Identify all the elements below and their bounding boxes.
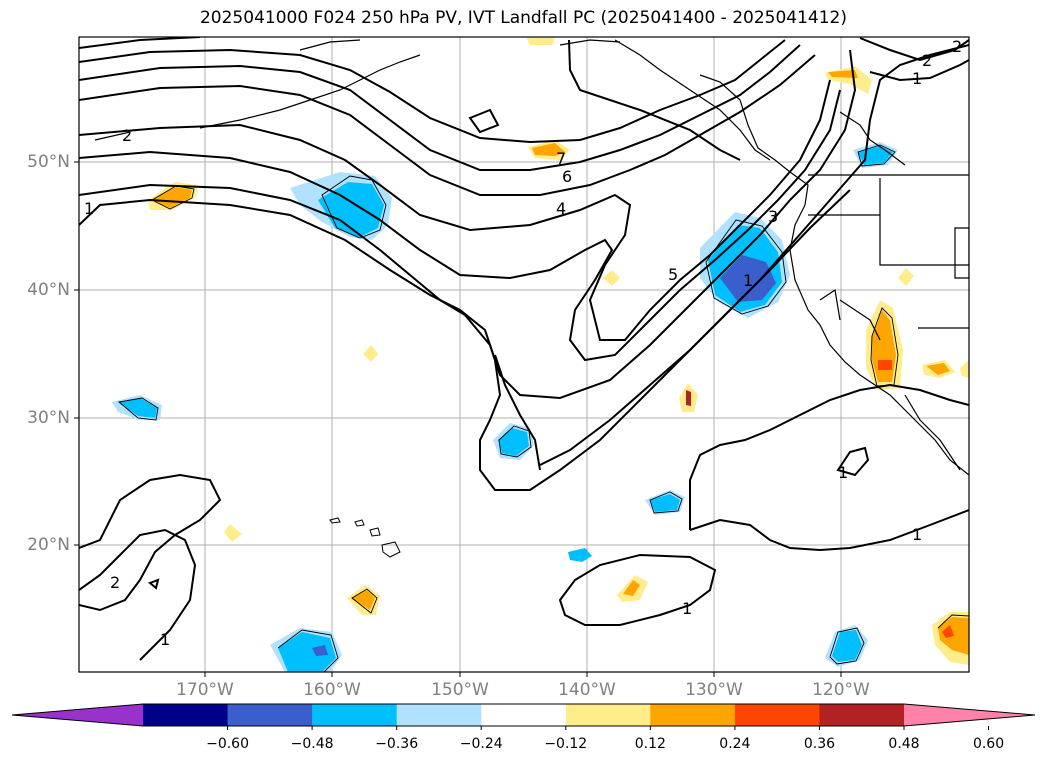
colorbar-segment: [565, 704, 651, 726]
colorbar-tick-label: 0.48: [888, 736, 920, 752]
colorbar-tick-label: −0.12: [544, 736, 588, 752]
lat-label-30n: 30°N: [27, 408, 70, 428]
contour-labels: 1 2 6 4 7 5 3 1 2 1 1 1 2 1 2 1: [84, 37, 962, 649]
colorbar-tick-label: −0.60: [206, 736, 249, 752]
colorbar: [11, 703, 1036, 730]
colorbar-segment: [227, 704, 313, 726]
colorbar-segment: [819, 704, 905, 726]
colorbar-tick-label: 0.24: [719, 736, 751, 752]
map-title: 2025041000 F024 250 hPa PV, IVT Landfall…: [199, 8, 847, 28]
lon-label-140w: 140°W: [558, 680, 616, 700]
contour-label: 4: [556, 199, 566, 218]
positive-anomaly-fills: [148, 37, 969, 665]
colorbar-segment: [143, 704, 229, 726]
lon-label-160w: 160°W: [303, 680, 361, 700]
colorbar-segment: [734, 704, 820, 726]
contour-label: 2: [922, 51, 932, 70]
colorbar-tick-label: 0.60: [972, 736, 1005, 752]
colorbar-segment: [481, 704, 567, 726]
contour-label: 1: [912, 69, 922, 88]
colorbar-tick-label: −0.24: [459, 736, 503, 752]
lon-label-170w: 170°W: [176, 680, 234, 700]
map-background: [79, 37, 969, 672]
colorbar-segment: [650, 704, 736, 726]
contour-label: 1: [838, 463, 848, 482]
contour-label: 1: [682, 599, 692, 618]
contour-label: 1: [160, 630, 170, 649]
negative-anomaly-fills: [112, 142, 898, 672]
hawaii-islands: [329, 517, 401, 558]
lat-label-20n: 20°N: [27, 535, 70, 555]
contour-label: 1: [84, 199, 94, 218]
contour-label: 2: [952, 37, 962, 56]
colorbar-extend-max: [904, 704, 1035, 726]
graticule: [79, 37, 969, 672]
colorbar-segment: [396, 704, 482, 726]
colorbar-tick-label: −0.48: [290, 736, 334, 752]
colorbar-segment: [312, 704, 398, 726]
contour-label: 1: [912, 525, 922, 544]
map-frame: [78, 36, 970, 673]
colorbar-extend-min: [12, 704, 143, 726]
colorbar-tick-label: 0.12: [634, 736, 666, 752]
colorbar-outline: [11, 703, 1036, 727]
contour-label: 7: [556, 149, 566, 168]
colorbar-tick-label: 0.36: [803, 736, 836, 752]
axis-ticks: [74, 161, 842, 677]
pv-contours: [79, 37, 969, 661]
coastlines: [94, 39, 969, 476]
lon-label-130w: 130°W: [685, 680, 743, 700]
contour-label: 5: [668, 265, 678, 284]
contour-label: 2: [110, 573, 120, 592]
lat-label-50n: 50°N: [27, 152, 70, 172]
contour-label: 6: [562, 167, 572, 186]
contour-label: 1: [743, 271, 753, 290]
colorbar-tick-label: −0.36: [375, 736, 419, 752]
lon-label-120w: 120°W: [812, 680, 870, 700]
lat-label-40n: 40°N: [27, 280, 70, 300]
contour-label: 2: [122, 126, 132, 145]
anomaly-outlines: [117, 144, 969, 672]
lon-label-150w: 150°W: [431, 680, 489, 700]
contour-label: 3: [768, 207, 778, 226]
